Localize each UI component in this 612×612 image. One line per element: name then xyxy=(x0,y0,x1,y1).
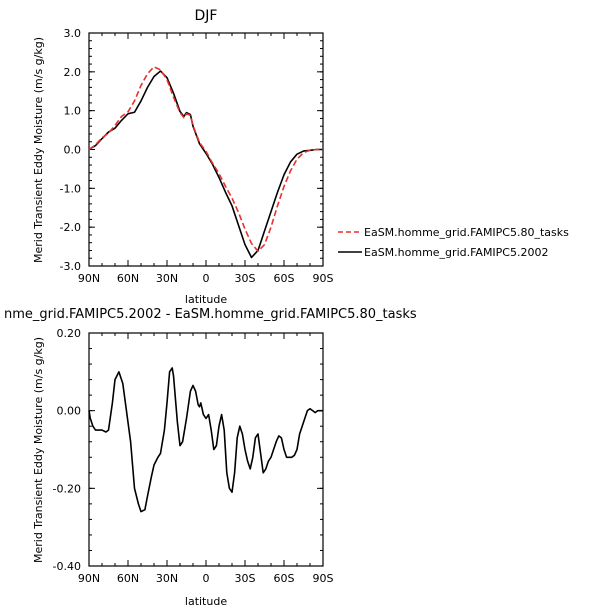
x-tick-label: 90S xyxy=(313,572,334,585)
y-tick-label: 0.00 xyxy=(57,405,82,418)
x-tick-label: 90N xyxy=(78,272,100,285)
y-tick-label: -2.0 xyxy=(60,221,81,234)
y-tick-label: 1.0 xyxy=(64,105,82,118)
y-tick-label: -3.0 xyxy=(60,260,81,273)
top-y-axis-label: Merid Transient Eddy Moisture (m/s g/kg) xyxy=(32,37,45,263)
bottom-series-lines xyxy=(88,367,323,513)
top-panel: DJF Merid Transient Eddy Moisture (m/s g… xyxy=(32,8,334,306)
bottom-panel: nme_grid.FAMIPC5.2002 - EaSM.homme_grid.… xyxy=(4,307,417,608)
series-line xyxy=(88,367,323,513)
top-axis-ticks: 90N 60N 30N 0 30S 60S 90S 3.0 2.0 1.0 0.0 -1.0 -2.0 -… xyxy=(60,27,334,285)
bottom-chart-title: nme_grid.FAMIPC5.2002 - EaSM.homme_grid.… xyxy=(4,307,417,322)
bottom-plot-frame xyxy=(88,332,324,567)
x-tick-label: 30N xyxy=(156,572,178,585)
y-tick-label: 0.0 xyxy=(64,144,82,157)
x-tick-label: 60N xyxy=(117,572,139,585)
top-x-axis-label: latitude xyxy=(185,293,227,306)
y-tick-label: -1.0 xyxy=(60,182,81,195)
x-tick-label: 0 xyxy=(203,572,210,585)
y-tick-label: 2.0 xyxy=(64,66,82,79)
x-tick-label: 90S xyxy=(313,272,334,285)
series-line xyxy=(88,65,323,253)
x-tick-label: 60S xyxy=(274,272,295,285)
bottom-y-axis-label: Merid Transient Eddy Moisture (m/s g/kg) xyxy=(32,337,45,563)
legend: EaSM.homme_grid.FAMIPC5.80_tasks EaSM.ho… xyxy=(338,226,569,259)
y-tick-label: -0.40 xyxy=(53,560,81,573)
y-tick-label: 0.20 xyxy=(57,327,82,340)
legend-label-2002: EaSM.homme_grid.FAMIPC5.2002 xyxy=(364,246,548,259)
top-chart-title: DJF xyxy=(195,8,218,24)
legend-label-80-tasks: EaSM.homme_grid.FAMIPC5.80_tasks xyxy=(364,226,569,239)
x-tick-label: 60N xyxy=(117,272,139,285)
y-tick-label: 3.0 xyxy=(64,27,82,40)
bottom-x-axis-label: latitude xyxy=(185,595,227,608)
x-tick-label: 30N xyxy=(156,272,178,285)
bottom-axis-ticks: 90N 60N 30N 0 30S 60S 90S 0.20 0.00 -0.20 -0.40 xyxy=(53,327,334,585)
x-tick-label: 30S xyxy=(235,272,256,285)
y-tick-label: -0.20 xyxy=(53,482,81,495)
series-line xyxy=(88,70,323,259)
top-plot-frame xyxy=(88,32,324,267)
top-series-lines xyxy=(88,65,323,259)
x-tick-label: 90N xyxy=(78,572,100,585)
x-tick-label: 60S xyxy=(274,572,295,585)
x-tick-label: 30S xyxy=(235,572,256,585)
x-tick-label: 0 xyxy=(203,272,210,285)
